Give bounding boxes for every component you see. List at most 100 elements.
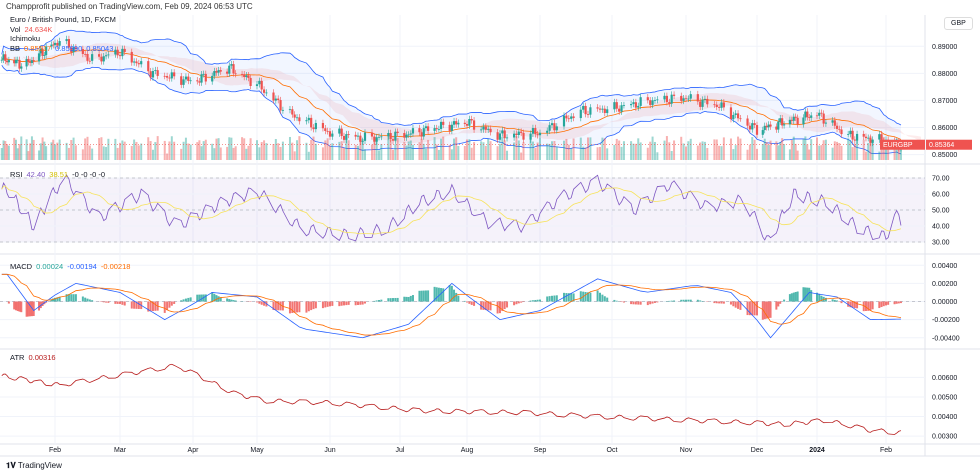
time-tick: Jul <box>396 447 405 454</box>
macd-hist-bar <box>553 295 556 302</box>
candle-body <box>703 98 707 100</box>
volume-bar <box>196 142 199 160</box>
volume-bar <box>734 145 737 160</box>
macd-hist-bar <box>50 299 53 302</box>
macd-hist-bar <box>639 301 642 305</box>
volume-bar <box>887 147 890 160</box>
macd-hist-bar <box>466 301 468 303</box>
candle-body <box>687 98 690 100</box>
volume-bar <box>737 136 740 160</box>
macd-hist-bar <box>166 301 169 311</box>
candle-body <box>769 124 772 127</box>
currency-button[interactable]: GBP <box>944 17 973 30</box>
candle-body <box>603 108 606 114</box>
volume-bar <box>501 136 504 160</box>
volume-bar <box>310 139 313 160</box>
macd-hist-bar <box>529 300 532 302</box>
candle-body <box>553 123 556 131</box>
macd-hist-bar <box>551 295 553 302</box>
volume-bar <box>91 148 94 160</box>
candle-body <box>361 140 364 142</box>
vol-label: Vol <box>10 24 21 34</box>
volume-bar <box>343 147 345 160</box>
volume-bar <box>520 152 523 160</box>
volume-bar <box>241 137 244 160</box>
price-tick: 0.88000 <box>932 71 957 78</box>
macd-hist-bar <box>321 301 324 309</box>
volume-bar <box>30 136 33 160</box>
candle-body <box>240 74 244 75</box>
macd-hist-bar <box>442 288 445 302</box>
macd-hist-bar <box>137 301 140 309</box>
macd-hist-bar <box>121 301 124 305</box>
candle-body <box>822 113 825 124</box>
candle-body <box>512 133 516 138</box>
macd-hist-bar <box>794 292 797 302</box>
volume-bar <box>522 142 525 160</box>
macd-hist-bar <box>718 301 721 304</box>
macd-hist-bar <box>54 297 56 302</box>
volume-bar <box>582 146 585 160</box>
candle-body <box>226 71 229 74</box>
volume-bar <box>394 144 397 160</box>
candle-body <box>629 104 633 106</box>
volume-bar <box>685 146 687 160</box>
candle-body <box>258 80 261 85</box>
volume-bar <box>808 149 811 160</box>
macd-hist-bar <box>305 301 308 313</box>
candle-body <box>455 121 458 125</box>
candle-body <box>274 98 277 101</box>
candle-body <box>788 119 792 125</box>
macd-hist-bar <box>293 301 296 313</box>
price-tick: 0.87000 <box>932 98 957 105</box>
volume-bar <box>272 144 275 160</box>
candle-body <box>107 54 110 56</box>
macd-hist-bar <box>196 294 199 302</box>
volume-bar <box>630 141 633 160</box>
volume-bar <box>792 136 795 160</box>
macd-hist-bar <box>457 295 460 302</box>
macd-hist-bar <box>258 301 261 304</box>
volume-bar <box>291 142 294 160</box>
macd-hist-bar <box>345 301 348 306</box>
volume-bar <box>184 137 187 160</box>
macd-hist-bar <box>777 301 780 307</box>
candle-body <box>37 53 41 62</box>
macd-hist-bar <box>45 301 48 303</box>
candle-body <box>596 107 599 109</box>
macd-hist-bar <box>893 301 896 305</box>
volume-bar <box>228 137 231 160</box>
macd-hist-bar <box>56 297 59 302</box>
volume-bar <box>867 142 870 160</box>
rsi-ma-line <box>1 185 902 235</box>
candle-body <box>200 74 203 83</box>
candle-body <box>867 137 870 139</box>
macd-hist-bar <box>39 301 42 309</box>
volume-bar <box>380 144 383 160</box>
rsi-legend: RSI 42.40 38.51 -0 -0 -0 -0 <box>10 170 109 179</box>
candle-body <box>718 106 721 108</box>
macd-hist-bar <box>329 301 331 307</box>
bb-basis: 0.85517 <box>24 43 52 53</box>
volume-bar <box>615 138 618 160</box>
candle-body <box>405 134 408 138</box>
volume-bar <box>818 145 821 160</box>
volume-bar <box>326 138 329 160</box>
macd-hist-bar <box>340 301 343 306</box>
volume-bar <box>450 149 453 160</box>
macd-hist-bar <box>584 292 587 302</box>
volume-bar <box>437 149 440 160</box>
volume-bar <box>74 145 77 160</box>
candle-body <box>824 122 828 124</box>
macd-hist-bar <box>720 301 723 304</box>
candle-body <box>243 74 246 78</box>
candle-body <box>154 70 157 72</box>
candle-body <box>426 126 430 131</box>
volume-bar <box>70 139 73 160</box>
volume-bar <box>137 145 140 160</box>
macd-hist-bar <box>506 301 509 308</box>
macd-hist-bar <box>468 301 471 304</box>
volume-bar <box>696 145 699 160</box>
candle-body <box>729 107 733 120</box>
